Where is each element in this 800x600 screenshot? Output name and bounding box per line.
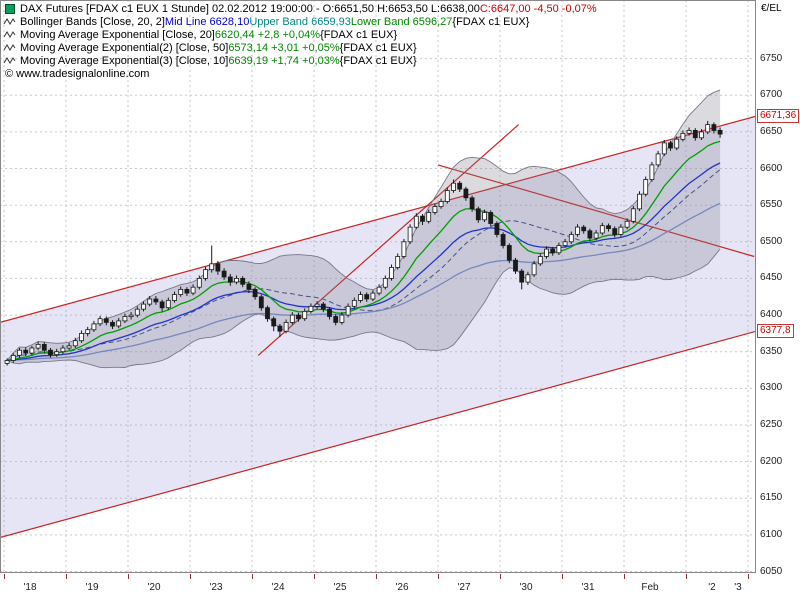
time-tick-label: '24 [271, 582, 285, 593]
time-tickmark [438, 574, 439, 579]
legend-text-segment: Moving Average Exponential(2) [Close, 50… [20, 41, 229, 54]
price-tick-label: 6200 [760, 456, 783, 467]
legend-text-segment: Moving Average Exponential [Close, 20] [20, 28, 215, 41]
legend-text-segment: C:6647,00 -4,50 -0,07% [479, 2, 597, 15]
legend-text-segment: Lower Band 6596,27 [350, 15, 453, 28]
time-tick-label: '26 [395, 582, 409, 593]
time-tickmark [252, 574, 253, 579]
zigzag-icon [3, 43, 18, 53]
legend-text-segment: Moving Average Exponential(3) [Close, 10… [20, 54, 229, 67]
price-chart-canvas[interactable] [0, 0, 756, 573]
price-tick-label: 6600 [760, 163, 783, 174]
time-tickmark [376, 574, 377, 579]
price-tick-label: 6450 [760, 272, 783, 283]
trendline-price-label-lower: 6377,8 [757, 324, 794, 338]
time-tick-label: '18 [23, 582, 37, 593]
time-tickmark [190, 574, 191, 579]
time-tick-label: '20 [147, 582, 161, 593]
price-axis-unit-label: €/EL [761, 3, 782, 14]
legend-text-segment: Bollinger Bands [Close, 20, 2] [20, 15, 165, 28]
time-tick-label: '25 [333, 582, 347, 593]
legend-text-segment: Upper Band 6659,93 [249, 15, 351, 28]
legend-text-segment: DAX Futures [FDAX c1 EUX 1 Stunde] 02.02… [20, 2, 480, 15]
zigzag-icon [3, 30, 18, 40]
price-tick-label: 6050 [760, 566, 783, 577]
time-tickmark [314, 574, 315, 579]
legend-text-segment: 6620,44 +2,8 +0,04% [214, 28, 321, 41]
price-tick-label: 6100 [760, 529, 783, 540]
legend-row[interactable]: Moving Average Exponential(3) [Close, 10… [3, 54, 597, 67]
time-tickmark [562, 574, 563, 579]
indicator-legend: DAX Futures [FDAX c1 EUX 1 Stunde] 02.02… [3, 2, 597, 80]
price-tick-label: 6550 [760, 199, 783, 210]
time-tickmark [624, 574, 625, 579]
price-tick-label: 6650 [760, 126, 783, 137]
price-tick-label: 6400 [760, 309, 783, 320]
time-tickmark [686, 574, 687, 579]
series-square-icon [3, 3, 18, 14]
time-tick-label: '23 [209, 582, 223, 593]
legend-row[interactable]: Moving Average Exponential [Close, 20] 6… [3, 28, 597, 41]
time-tick-label: '31 [581, 582, 595, 593]
legend-text-segment: 6573,14 +3,01 +0,05% [228, 41, 340, 54]
time-tickmark [128, 574, 129, 579]
time-tick-label: '2 [708, 582, 716, 593]
time-tick-label: '27 [457, 582, 471, 593]
price-tick-label: 6750 [760, 53, 783, 64]
price-tick-label: 6700 [760, 89, 783, 100]
time-tickmark [4, 574, 5, 579]
legend-text-segment: {FDAX c1 EUX} [339, 41, 417, 54]
copyright-watermark: © www.tradesignalonline.com [5, 68, 150, 80]
legend-text-segment: {FDAX c1 EUX} [320, 28, 398, 41]
time-axis[interactable]: '18 '19 '20 '23 '24 '25 '26 '27 '30 '31 Feb '2 '3 [0, 573, 800, 600]
price-tick-label: 6350 [760, 346, 783, 357]
legend-row[interactable]: DAX Futures [FDAX c1 EUX 1 Stunde] 02.02… [3, 2, 597, 15]
price-tick-label: 6150 [760, 492, 783, 503]
price-tick-label: 6500 [760, 236, 783, 247]
time-tick-label: Feb [641, 582, 659, 593]
price-axis[interactable]: 6750 6700 6650 6600 6550 6500 6450 6400 6350 6300… [757, 0, 800, 577]
time-tick-label: '30 [519, 582, 533, 593]
legend-text-segment: 6639,19 +1,74 +0,03% [228, 54, 340, 67]
time-tick-label: '3 [734, 582, 742, 593]
time-tickmark [500, 574, 501, 579]
zigzag-icon [3, 17, 18, 27]
legend-row[interactable]: Bollinger Bands [Close, 20, 2] Mid Line … [3, 15, 597, 28]
time-tick-label: '19 [85, 582, 99, 593]
price-tick-label: 6300 [760, 382, 783, 393]
zigzag-icon [3, 56, 18, 66]
legend-text-segment: {FDAX c1 EUX} [339, 54, 417, 67]
time-tickmark [66, 574, 67, 579]
legend-text-segment: Mid Line 6628,10 [164, 15, 250, 28]
legend-row[interactable]: Moving Average Exponential(2) [Close, 50… [3, 41, 597, 54]
price-tick-label: 6250 [760, 419, 783, 430]
time-tickmark [748, 574, 749, 579]
legend-text-segment: {FDAX c1 EUX} [452, 15, 530, 28]
trendline-price-label-upper: 6671,36 [757, 109, 800, 123]
